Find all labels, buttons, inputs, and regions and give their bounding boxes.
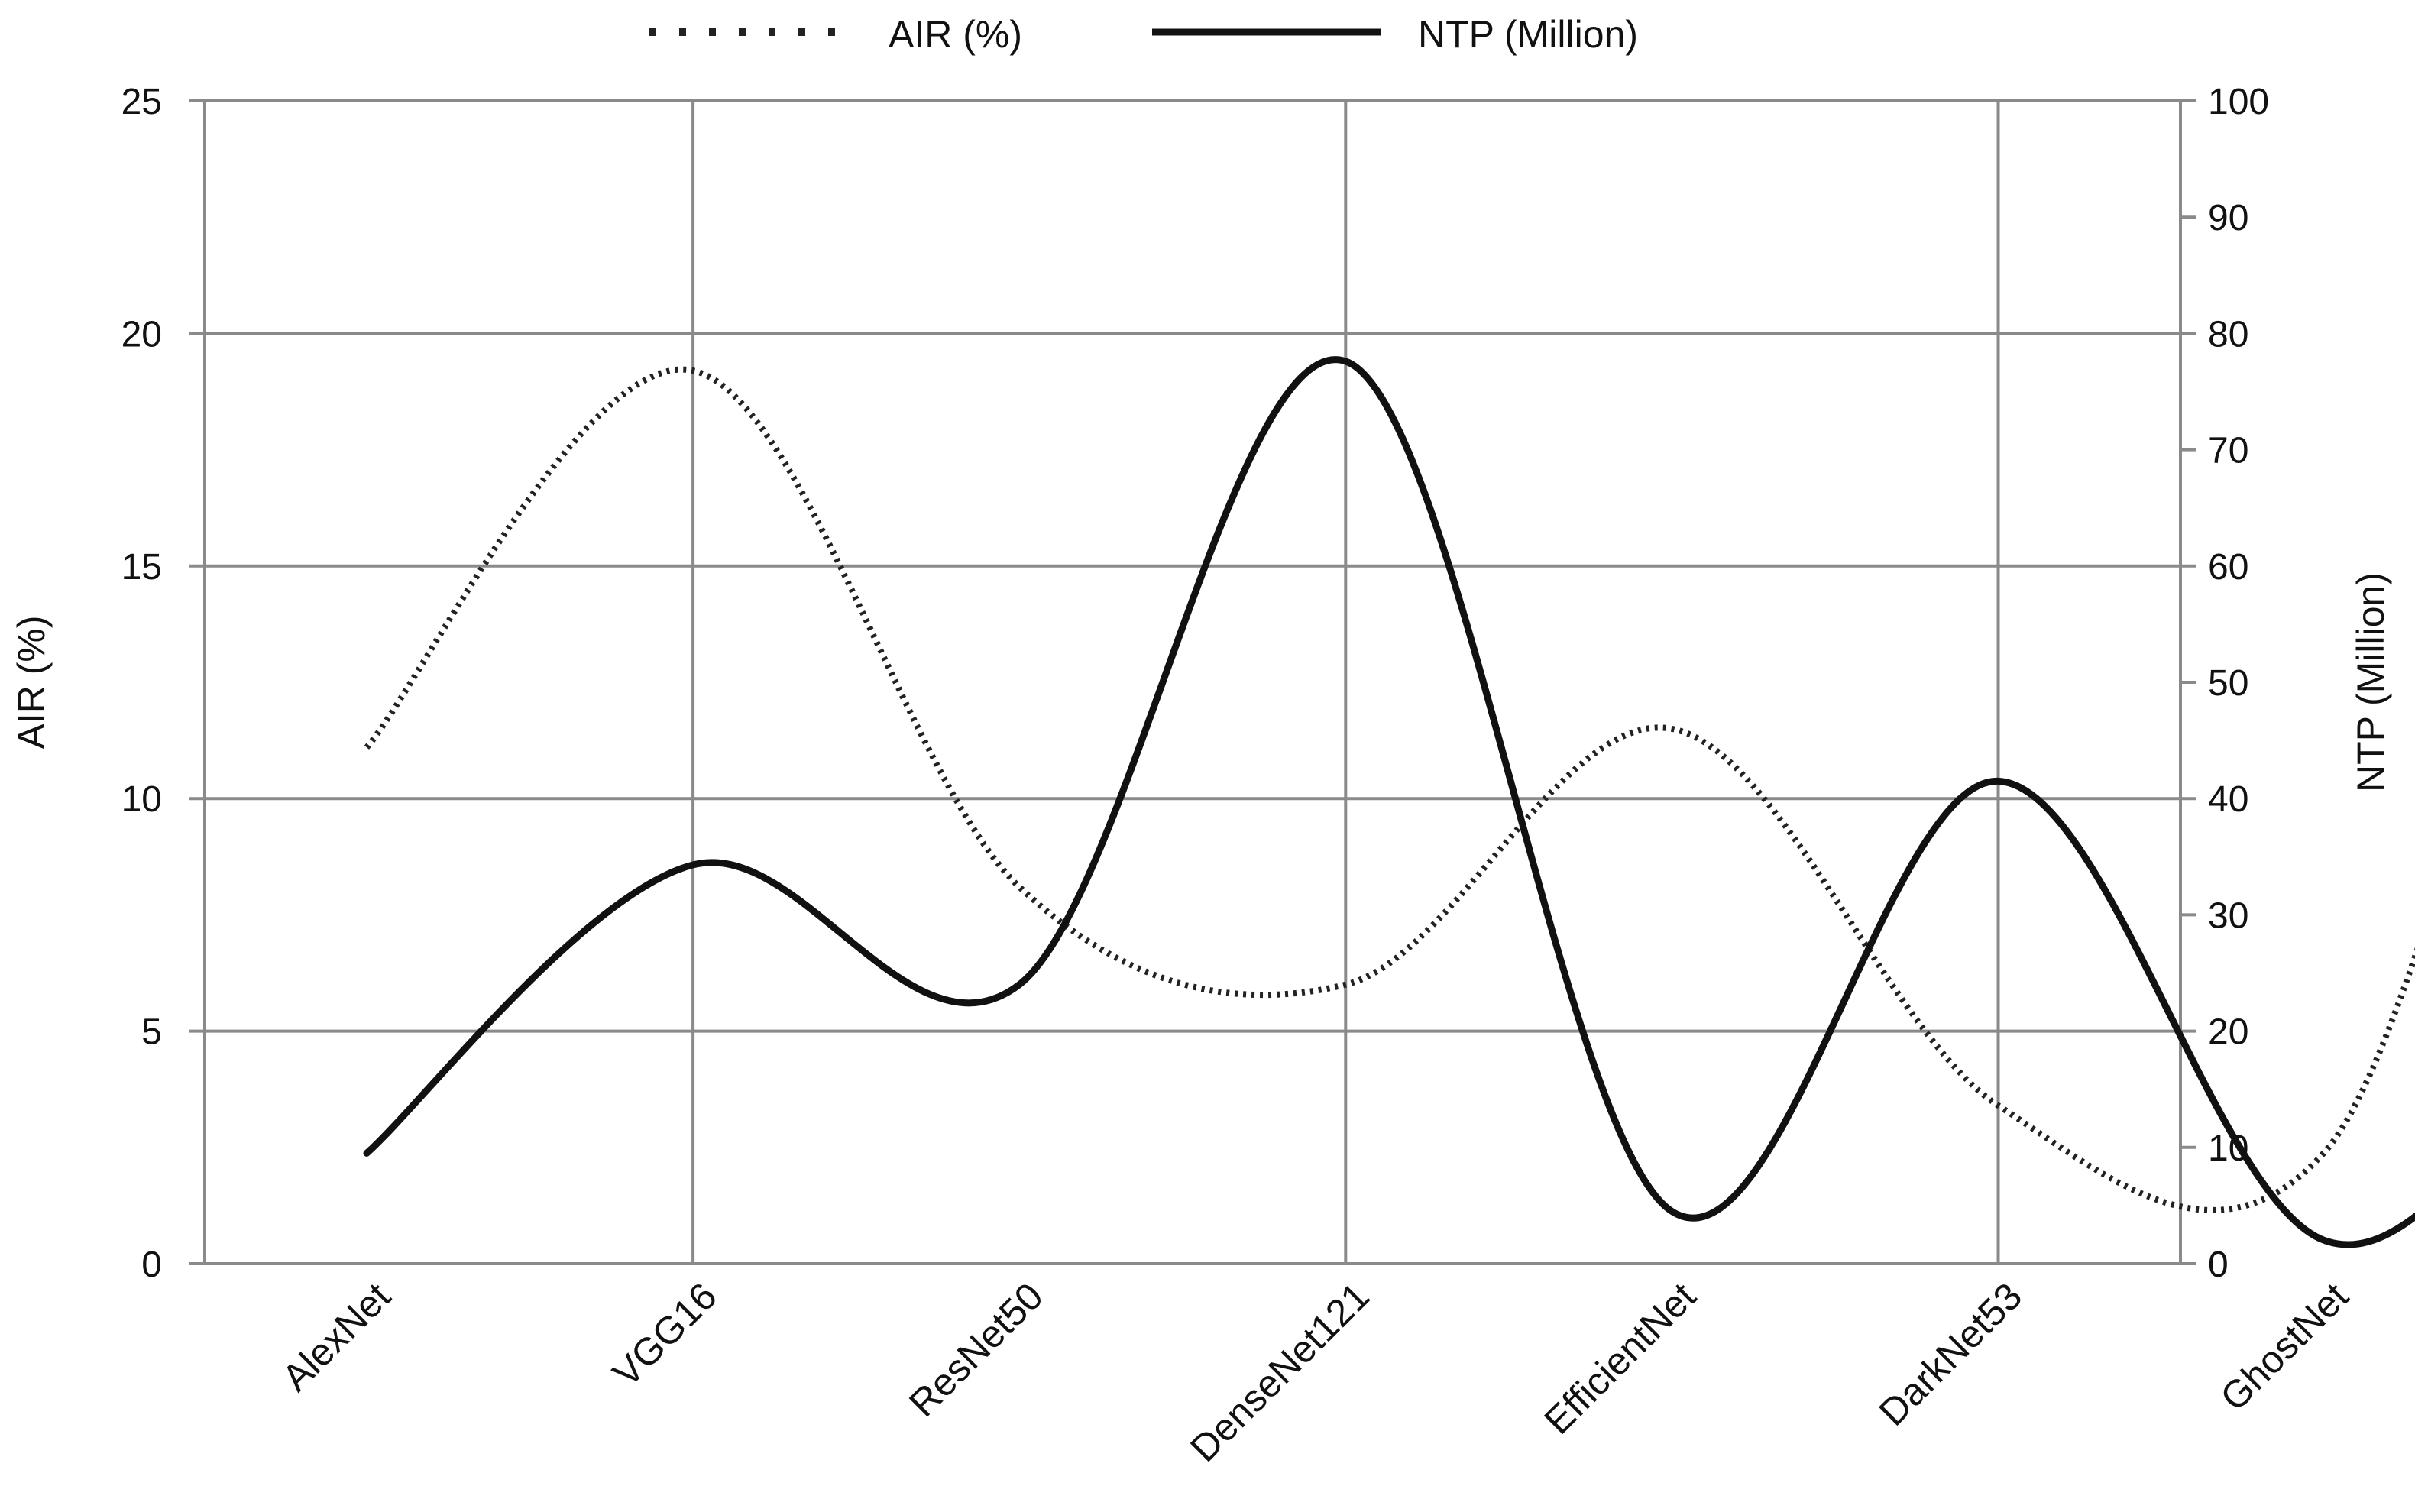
right-tick-label: 70 — [2208, 431, 2248, 471]
x-category-label: AlexNet — [274, 1274, 398, 1399]
right-tick-label: 0 — [2208, 1245, 2229, 1285]
right-tick-label: 30 — [2208, 895, 2248, 936]
left-tick-label: 0 — [141, 1245, 162, 1285]
series-layer — [363, 356, 2415, 1248]
right-tick-label: 50 — [2208, 663, 2248, 704]
legend: AIR (%) NTP (Million) — [649, 13, 1638, 56]
plot-frame — [203, 99, 2182, 1265]
x-category-label: GhostNet — [2212, 1274, 2356, 1419]
series-line-ntp — [363, 356, 2415, 1248]
left-axis-title: AIR (%) — [10, 616, 53, 750]
right-tick-label: 100 — [2208, 82, 2269, 122]
grid-layer — [205, 99, 2180, 1265]
left-tick-label: 25 — [121, 82, 162, 122]
legend-label-ntp: NTP (Million) — [1418, 13, 1638, 56]
left-axis-ticks: 0 5 10 15 20 25 — [121, 82, 205, 1285]
right-axis-title: NTP (Million) — [2349, 572, 2392, 792]
right-tick-label: 40 — [2208, 779, 2248, 820]
legend-label-air: AIR (%) — [889, 13, 1022, 56]
x-category-label: DarkNet53 — [1871, 1274, 2031, 1434]
x-category-label: DenseNet121 — [1182, 1274, 1377, 1470]
left-tick-label: 20 — [121, 314, 162, 355]
x-axis-tick-labels: AlexNet VGG16 ResNet50 DenseNet121 Efficient… — [274, 1274, 2356, 1470]
right-tick-label: 90 — [2208, 198, 2248, 238]
x-category-label: ResNet50 — [901, 1274, 1051, 1425]
right-tick-label: 80 — [2208, 314, 2248, 355]
x-category-label: VGG16 — [604, 1274, 725, 1395]
left-tick-label: 5 — [141, 1012, 162, 1053]
series-line-air — [364, 366, 2415, 1213]
left-tick-label: 15 — [121, 547, 162, 588]
x-category-label: EfficientNet — [1536, 1274, 1704, 1442]
right-tick-label: 20 — [2208, 1012, 2248, 1053]
right-tick-label: 60 — [2208, 547, 2248, 588]
left-tick-label: 10 — [121, 779, 162, 820]
